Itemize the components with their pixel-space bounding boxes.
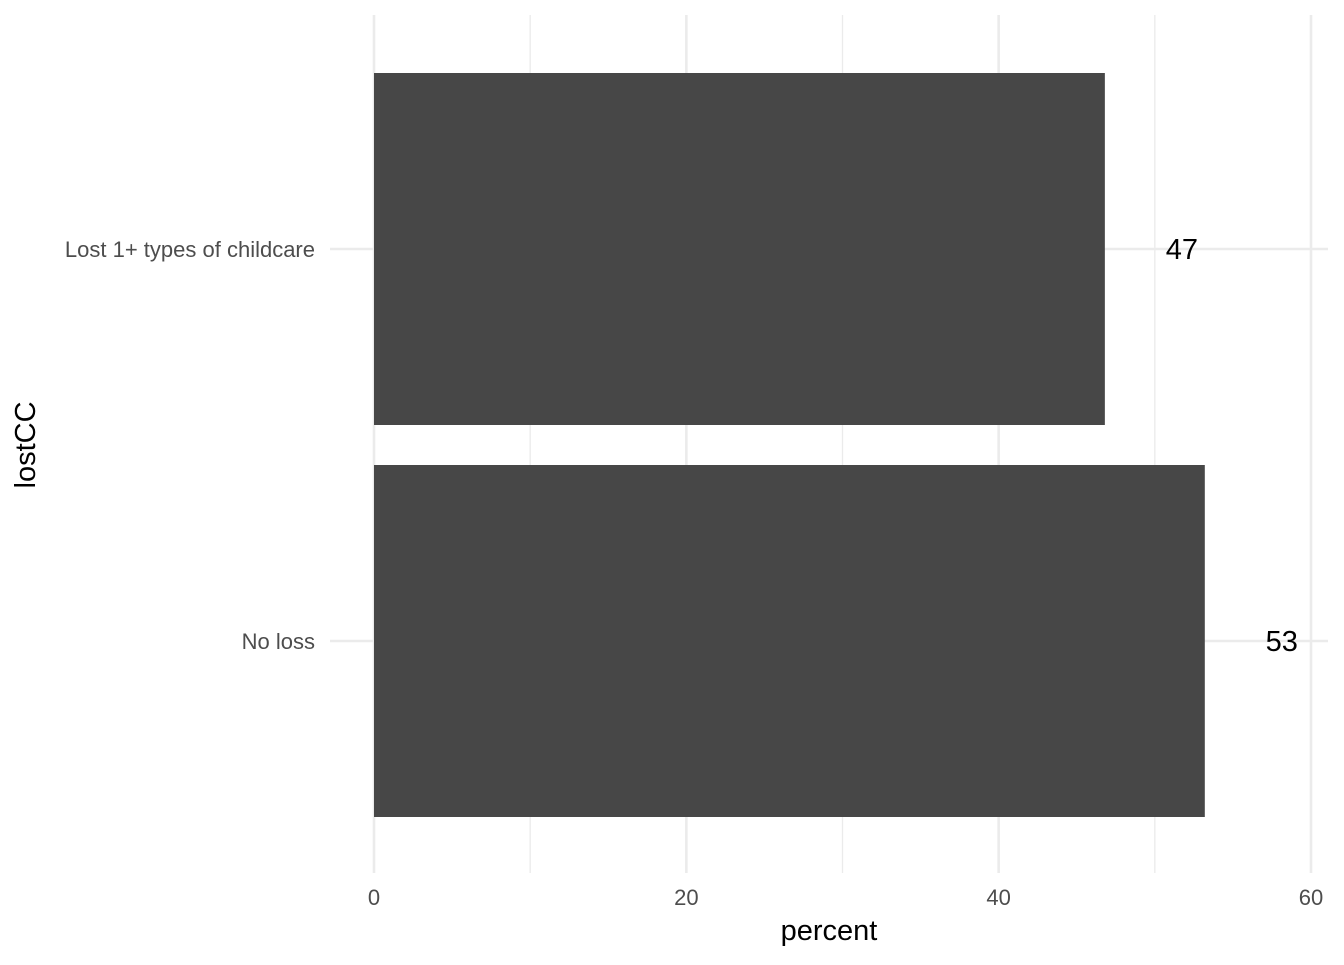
x-tick-label: 20 <box>674 885 698 910</box>
bar-layer <box>374 73 1205 817</box>
axis-layer: Lost 1+ types of childcare No loss 0 20 40 60 <box>65 237 1323 910</box>
bar <box>374 73 1105 425</box>
bar <box>374 465 1205 817</box>
x-tick-label: 0 <box>368 885 380 910</box>
data-label-layer: 47 53 <box>1166 234 1298 658</box>
x-axis-title: percent <box>781 915 878 947</box>
data-label: 53 <box>1266 626 1298 658</box>
data-label: 47 <box>1166 234 1198 266</box>
x-tick-label: 40 <box>986 885 1010 910</box>
x-tick-label: 60 <box>1299 885 1323 910</box>
y-axis-title: lostCC <box>10 401 42 488</box>
y-tick-label: No loss <box>242 629 315 654</box>
y-tick-label: Lost 1+ types of childcare <box>65 237 315 262</box>
